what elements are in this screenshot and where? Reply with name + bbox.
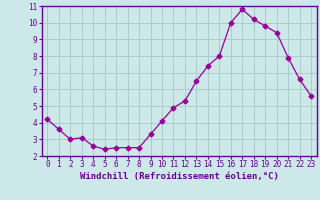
X-axis label: Windchill (Refroidissement éolien,°C): Windchill (Refroidissement éolien,°C) bbox=[80, 172, 279, 181]
